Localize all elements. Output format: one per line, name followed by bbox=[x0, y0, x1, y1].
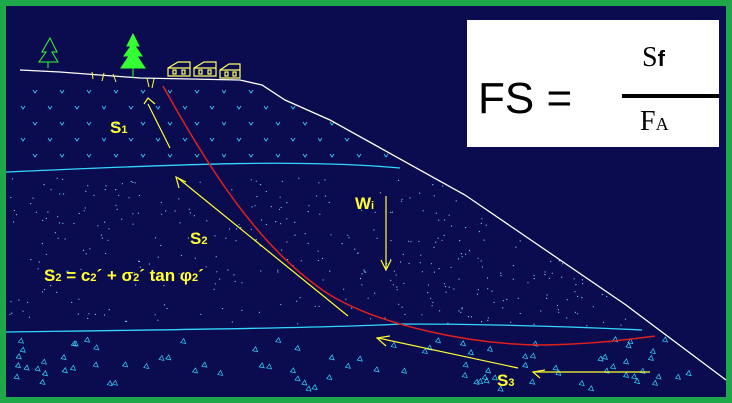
formula-numerator: Sf bbox=[642, 42, 666, 73]
shear-strength-equation: S2 = c2´ + σ2´ tan φ2´ bbox=[44, 266, 204, 285]
house-icon bbox=[219, 63, 241, 79]
label-s2: S2 bbox=[190, 229, 207, 248]
label-wi: Wi bbox=[355, 194, 374, 213]
pine-tree-icon bbox=[38, 36, 59, 68]
formula-box bbox=[467, 20, 719, 147]
fraction-bar bbox=[622, 94, 719, 98]
house-icon bbox=[167, 61, 191, 77]
label-s3: S3 bbox=[497, 371, 514, 390]
formula-lhs: FS = bbox=[478, 74, 572, 123]
layer-boundary-upper bbox=[5, 162, 401, 173]
lower-layer-texture bbox=[13, 336, 706, 392]
formula-denominator: FA bbox=[640, 106, 669, 137]
tension-cracks bbox=[91, 71, 155, 89]
label-s1: S1 bbox=[110, 118, 127, 137]
force-arrow-s2 bbox=[175, 175, 349, 317]
factor-of-safety-formula: FS = Sf FA bbox=[467, 20, 719, 147]
layer-boundary-lower bbox=[5, 323, 643, 333]
house-icon bbox=[193, 61, 217, 77]
force-arrow-s3 bbox=[375, 335, 650, 379]
slip-surface-curve bbox=[162, 85, 656, 346]
force-arrow-wi bbox=[380, 196, 392, 272]
force-arrow-s1 bbox=[143, 97, 171, 149]
pine-tree-icon bbox=[120, 32, 146, 78]
